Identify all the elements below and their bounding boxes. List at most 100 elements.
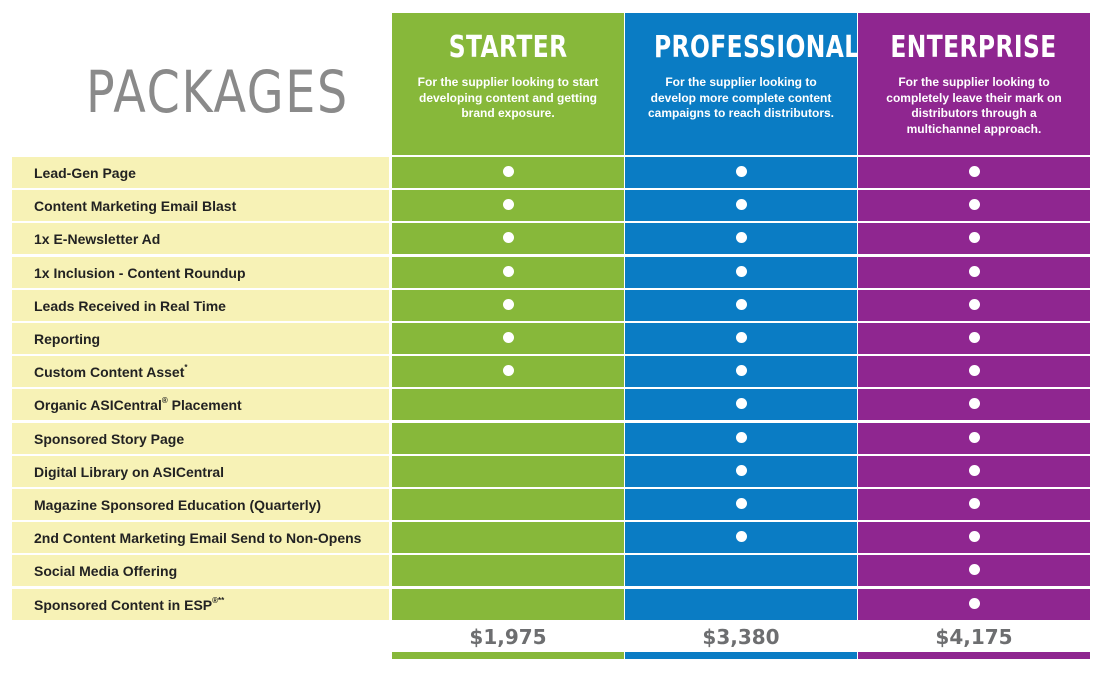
cell-professional [625,555,857,587]
included-dot-icon [502,199,514,211]
feature-label: Sponsored Story Page [12,422,389,454]
feature-row: Magazine Sponsored Education (Quarterly) [12,489,1091,520]
feature-footnote-mark: * [184,363,188,373]
included-dot-icon [735,265,747,277]
cell-starter [392,289,624,321]
cell-starter [392,422,624,454]
package-name: PROFESSIONAL [653,30,860,65]
feature-label: Custom Content Asset* [12,356,389,388]
cell-professional [625,157,857,188]
cell-starter [392,522,624,554]
cell-starter [392,588,624,620]
included-dot-icon [735,199,747,211]
cell-starter [392,455,624,487]
included-dot-icon [968,232,980,244]
cell-enterprise [858,223,1090,255]
package-header-enterprise: ENTERPRISE For the supplier looking to co… [858,13,1090,155]
cell-professional [625,190,857,222]
feature-label: Social Media Offering [12,555,389,587]
page-title: PACKAGES [86,58,349,126]
feature-row: Content Marketing Email Blast [12,190,1091,222]
feature-row: Lead-Gen Page [12,157,1091,188]
package-name: STARTER [448,30,568,65]
feature-label: 1x Inclusion - Content Roundup [12,256,389,288]
cell-enterprise [858,522,1090,554]
included-dot-icon [968,265,980,277]
feature-label: Content Marketing Email Blast [12,190,389,222]
feature-label-text: Leads Received in Real Time [34,297,226,314]
feature-label-text: Organic ASICentral [34,397,162,414]
included-dot-icon [968,597,980,609]
cell-enterprise [858,489,1090,520]
feature-label: Magazine Sponsored Education (Quarterly) [12,489,389,520]
feature-label: Reporting [12,323,389,354]
cell-professional [625,522,857,554]
feature-label-text: Magazine Sponsored Education (Quarterly) [34,497,322,513]
included-dot-icon [502,265,514,277]
feature-row: 1x Inclusion - Content Roundup [12,256,1091,288]
price-starter: $1,975 [469,625,547,649]
cell-professional [625,289,857,321]
feature-row: Organic ASICentral® Placement [12,389,1091,421]
price-enterprise: $4,175 [935,625,1013,649]
feature-row: Sponsored Content in ESP®** [12,588,1091,620]
cell-enterprise [858,190,1090,222]
feature-label: Sponsored Content in ESP®** [12,588,389,620]
feature-label-text: Sponsored Story Page [34,430,185,447]
included-dot-icon [502,232,514,244]
cell-starter [392,489,624,520]
cell-enterprise [858,157,1090,188]
included-dot-icon [968,298,980,310]
package-description: For the supplier looking to start develo… [417,75,599,120]
cell-starter [392,323,624,354]
feature-label-text: Social Media Offering [34,563,178,580]
included-dot-icon [968,398,980,410]
feature-label-text: Lead-Gen Page [34,165,136,181]
included-dot-icon [968,166,980,177]
included-dot-icon [735,431,747,443]
included-dot-icon [968,531,980,543]
feature-row: Social Media Offering [12,555,1091,587]
package-name: ENTERPRISE [890,30,1058,65]
feature-label-text: 1x E-Newsletter Ad [34,231,161,248]
feature-label-text: Reporting [34,331,101,347]
included-dot-icon [735,498,747,509]
feature-label: Organic ASICentral® Placement [12,389,389,421]
feature-footnote-mark: ® [161,396,168,406]
cell-starter [392,190,624,222]
included-dot-icon [735,464,747,476]
cell-professional [625,422,857,454]
cell-starter [392,223,624,255]
cell-professional [625,389,857,421]
cell-professional [625,588,857,620]
cell-professional [625,489,857,520]
included-dot-icon [735,332,747,343]
cell-starter [392,157,624,188]
cell-professional [625,323,857,354]
included-dot-icon [968,564,980,576]
included-dot-icon [968,464,980,476]
included-dot-icon [968,365,980,377]
feature-label-text: 1x Inclusion - Content Roundup [34,264,246,281]
included-dot-icon [735,166,747,177]
included-dot-icon [968,199,980,211]
feature-label-text: Sponsored Content in ESP [34,596,213,613]
included-dot-icon [502,166,514,177]
cell-enterprise [858,455,1090,487]
feature-label: Leads Received in Real Time [12,289,389,321]
package-description: For the supplier looking to completely l… [886,75,1062,136]
feature-label-suffix: Placement [167,397,242,414]
cell-starter [392,256,624,288]
feature-row: Reporting [12,323,1091,354]
feature-row: Sponsored Story Page [12,422,1091,454]
package-description: For the supplier looking to develop more… [647,75,835,120]
included-dot-icon [735,365,747,377]
feature-row: Leads Received in Real Time [12,289,1091,321]
cell-enterprise [858,422,1090,454]
feature-footnote-mark: ®** [212,595,225,605]
feature-label-text: 2nd Content Marketing Email Send to Non-… [34,530,362,547]
price-professional: $3,380 [702,625,780,649]
cell-enterprise [858,256,1090,288]
cell-starter [392,356,624,388]
cell-enterprise [858,389,1090,421]
